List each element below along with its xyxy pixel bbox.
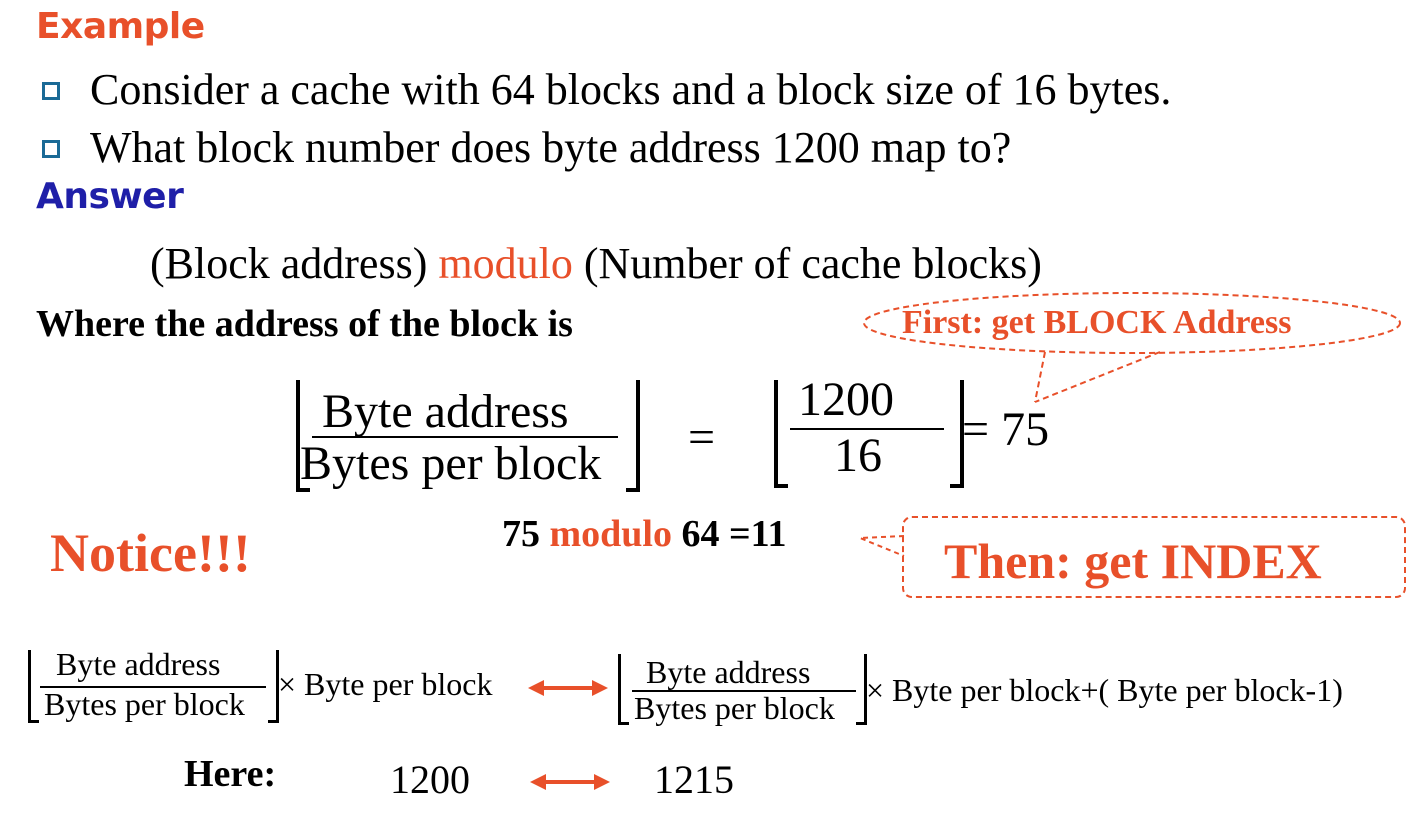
fraction-2-line bbox=[790, 428, 944, 430]
mod-op: modulo bbox=[549, 513, 672, 555]
floor-right-bracket bbox=[268, 650, 279, 723]
bottom-left-fraction-line bbox=[40, 686, 266, 688]
notice-text: Notice!!! bbox=[50, 523, 251, 583]
floor-left-bracket bbox=[774, 380, 788, 488]
bottom-left-denominator: Bytes per block bbox=[44, 686, 245, 722]
floor-left-bracket bbox=[296, 380, 310, 492]
square-bullet-icon bbox=[42, 140, 60, 158]
answer-heading: Answer bbox=[36, 176, 184, 217]
callout-index-box bbox=[902, 516, 1406, 598]
floor-right-bracket bbox=[856, 654, 867, 725]
bottom-left-numerator: Byte address bbox=[56, 646, 221, 682]
formula-left: (Block address) bbox=[150, 239, 428, 288]
fraction-2-denominator: 16 bbox=[834, 429, 882, 482]
bottom-right-fraction-line bbox=[632, 690, 856, 692]
bottom-left-times: × Byte per block bbox=[278, 666, 493, 702]
where-text: Where the address of the block is bbox=[36, 303, 573, 345]
example-heading: Example bbox=[36, 6, 205, 47]
callout-index-text: Then: get INDEX bbox=[944, 533, 1322, 589]
here-start-value: 1200 bbox=[390, 757, 470, 802]
bottom-right-times: × Byte per block+( Byte per block-1) bbox=[866, 672, 1343, 708]
mod-b: 64 =11 bbox=[681, 513, 787, 555]
floor-right-bracket bbox=[950, 380, 964, 488]
bottom-right-denominator: Bytes per block bbox=[634, 690, 835, 726]
here-end-value: 1215 bbox=[654, 757, 734, 802]
bottom-right-numerator: Byte address bbox=[646, 654, 811, 690]
bullet-text: Consider a cache with 64 blocks and a bl… bbox=[90, 65, 1172, 114]
fraction-2-numerator: 1200 bbox=[798, 373, 894, 426]
fraction-1-denominator: Bytes per block bbox=[300, 437, 602, 490]
formula-op: modulo bbox=[438, 239, 573, 288]
here-label: Here: bbox=[184, 753, 277, 795]
fraction-1-numerator: Byte address bbox=[322, 385, 569, 438]
floor-left-bracket bbox=[28, 650, 39, 723]
equals-sign: = bbox=[688, 411, 716, 464]
square-bullet-icon bbox=[42, 82, 60, 100]
bullet-text: What block number does byte address 1200… bbox=[90, 123, 1012, 172]
formula-line: (Block address) modulo (Number of cache … bbox=[150, 238, 1042, 289]
floor-right-bracket bbox=[626, 380, 640, 492]
mod-line: 75 modulo 64 =11 bbox=[502, 512, 787, 556]
formula-right: (Number of cache blocks) bbox=[583, 239, 1042, 288]
floor-left-bracket bbox=[618, 654, 629, 725]
mod-a: 75 bbox=[502, 513, 540, 555]
fraction-1-line bbox=[312, 436, 618, 438]
callout-block-text: First: get BLOCK Address bbox=[902, 304, 1292, 341]
result-value: = 75 bbox=[962, 403, 1050, 456]
